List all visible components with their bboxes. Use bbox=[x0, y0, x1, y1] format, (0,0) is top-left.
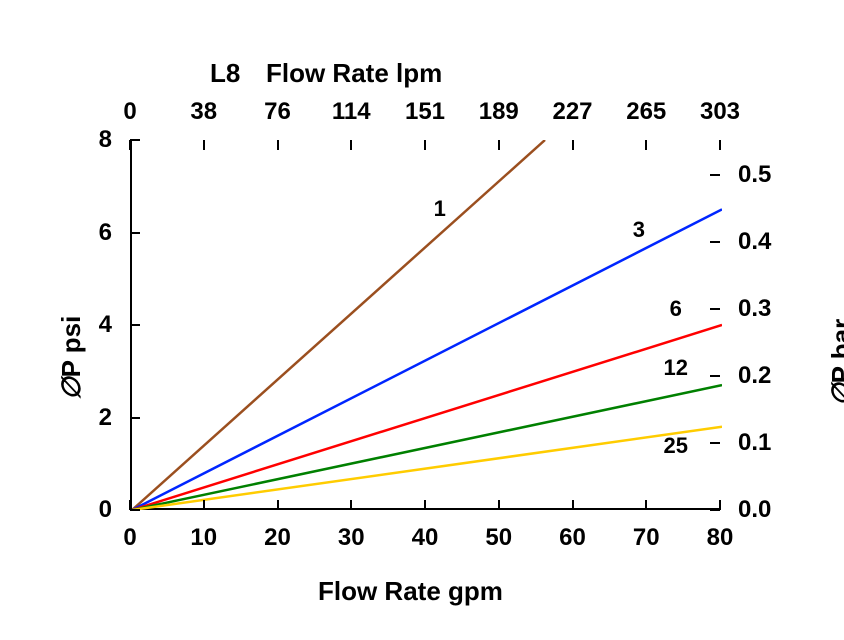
tick-label: 0.4 bbox=[738, 228, 771, 256]
axis-tick bbox=[710, 241, 720, 243]
tick-label: 114 bbox=[332, 98, 371, 126]
tick-label: 76 bbox=[264, 98, 291, 126]
tick-label: 4 bbox=[99, 311, 112, 339]
series-line-1 bbox=[132, 140, 545, 510]
axis-tick bbox=[572, 140, 574, 150]
tick-label: 0 bbox=[99, 496, 112, 524]
delta-p-symbol-right: ∅ bbox=[826, 383, 844, 406]
axis-tick bbox=[498, 500, 500, 510]
axis-tick bbox=[277, 500, 279, 510]
tick-label: 2 bbox=[99, 404, 112, 432]
axis-tick bbox=[710, 308, 720, 310]
axis-tick bbox=[710, 174, 720, 176]
axis-tick bbox=[645, 500, 647, 510]
tick-label: 0.5 bbox=[738, 161, 771, 189]
series-line-25 bbox=[132, 427, 722, 510]
tick-label: 189 bbox=[479, 98, 519, 126]
tick-label: 265 bbox=[626, 98, 666, 126]
tick-label: 10 bbox=[190, 524, 217, 552]
axis-tick bbox=[350, 140, 352, 150]
series-label-25: 25 bbox=[664, 433, 688, 459]
tick-label: 151 bbox=[405, 98, 445, 126]
series-label-3: 3 bbox=[633, 217, 645, 243]
pressure-drop-chart: 0102030405060708003876114151189227265303… bbox=[0, 0, 844, 640]
axis-tick bbox=[129, 140, 131, 150]
delta-p-symbol-left: ∅ bbox=[56, 377, 86, 400]
tick-label: 0.2 bbox=[738, 362, 771, 390]
top-axis-prefix: L8 bbox=[210, 58, 240, 89]
left-axis-title-text: P psi bbox=[56, 316, 86, 378]
tick-label: 303 bbox=[700, 98, 740, 126]
series-lines bbox=[132, 140, 722, 510]
tick-label: 0.0 bbox=[738, 496, 771, 524]
tick-label: 30 bbox=[338, 524, 365, 552]
left-axis-title: ∅P psi bbox=[56, 316, 87, 400]
axis-tick bbox=[710, 509, 720, 511]
tick-label: 0 bbox=[123, 98, 136, 126]
axis-tick bbox=[350, 500, 352, 510]
series-line-3 bbox=[132, 209, 722, 510]
right-axis-title: ∅P bar bbox=[826, 319, 844, 406]
tick-label: 227 bbox=[552, 98, 592, 126]
tick-label: 6 bbox=[99, 219, 112, 247]
tick-label: 60 bbox=[559, 524, 586, 552]
tick-label: 0.3 bbox=[738, 295, 771, 323]
axis-tick bbox=[277, 140, 279, 150]
series-line-6 bbox=[132, 325, 722, 510]
tick-label: 40 bbox=[412, 524, 439, 552]
tick-label: 50 bbox=[485, 524, 512, 552]
tick-label: 80 bbox=[707, 524, 734, 552]
tick-label: 0 bbox=[123, 524, 136, 552]
axis-tick bbox=[498, 140, 500, 150]
axis-tick bbox=[130, 417, 140, 419]
axis-tick bbox=[203, 500, 205, 510]
axis-tick bbox=[130, 509, 140, 511]
series-line-12 bbox=[132, 385, 722, 510]
tick-label: 8 bbox=[99, 126, 112, 154]
axis-tick bbox=[645, 140, 647, 150]
axis-tick bbox=[710, 375, 720, 377]
axis-tick bbox=[203, 140, 205, 150]
series-label-6: 6 bbox=[670, 296, 682, 322]
axis-tick bbox=[424, 500, 426, 510]
axis-tick bbox=[130, 324, 140, 326]
series-label-12: 12 bbox=[664, 355, 688, 381]
top-axis-title: Flow Rate lpm bbox=[266, 58, 442, 89]
axis-tick bbox=[424, 140, 426, 150]
axis-tick bbox=[572, 500, 574, 510]
axis-tick bbox=[130, 232, 140, 234]
series-label-1: 1 bbox=[434, 196, 446, 222]
axis-tick bbox=[130, 139, 140, 141]
tick-label: 0.1 bbox=[738, 429, 771, 457]
right-axis-title-text: P bar bbox=[826, 319, 844, 384]
axis-tick bbox=[710, 442, 720, 444]
tick-label: 20 bbox=[264, 524, 291, 552]
tick-label: 38 bbox=[190, 98, 217, 126]
axis-tick bbox=[719, 140, 721, 150]
plot-area bbox=[130, 140, 720, 510]
tick-label: 70 bbox=[633, 524, 660, 552]
bottom-axis-title: Flow Rate gpm bbox=[318, 576, 503, 607]
